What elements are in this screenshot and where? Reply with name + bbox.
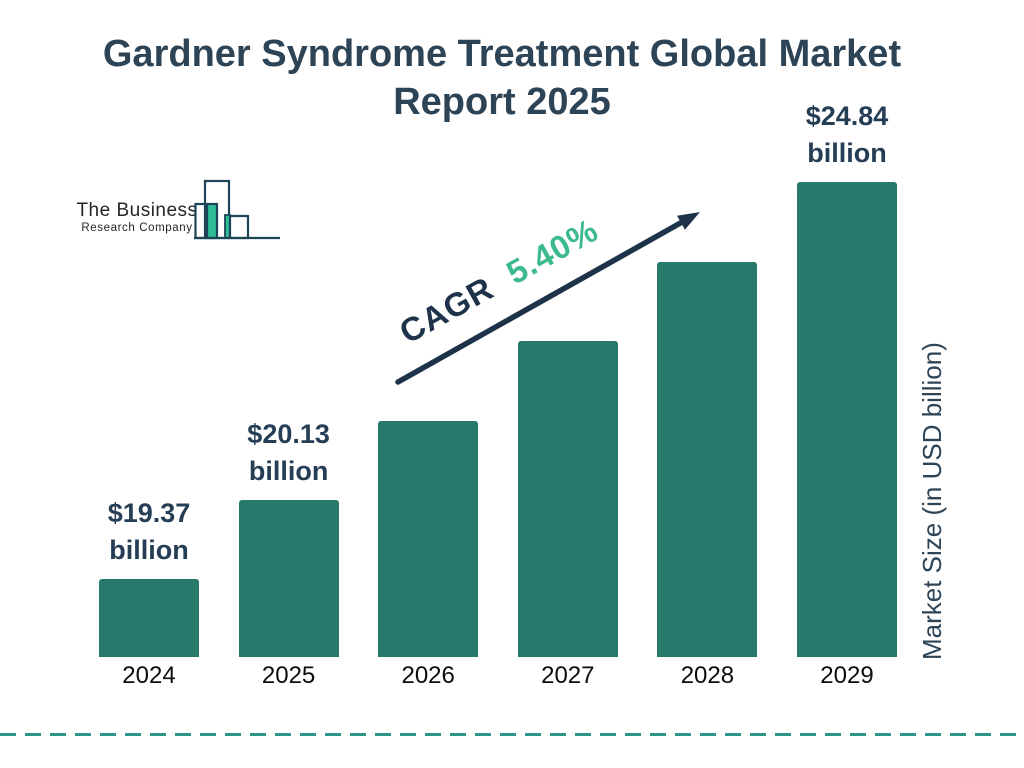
- x-tick-2028: 2028: [680, 662, 735, 689]
- x-tick-2027: 2027: [541, 662, 595, 689]
- x-tick-2025: 2025: [261, 662, 316, 689]
- x-tick-2026: 2026: [401, 662, 455, 689]
- x-tick-2029: 2029: [820, 662, 874, 689]
- page-title-line2: Report 2025: [393, 81, 611, 123]
- cagr-label: CAGR: [393, 269, 500, 351]
- company-logo: The Business Research Company: [76, 179, 286, 240]
- value-label-2024: $19.37 billion: [107, 498, 191, 565]
- logo-text-line2: Research Company: [81, 222, 193, 234]
- bar-2027: [517, 341, 618, 657]
- bar-2024: [99, 579, 199, 657]
- page-title: Gardner Syndrome Treatment Global Market…: [0, 30, 1004, 126]
- value-label-2029: $24.84 billion: [805, 101, 889, 168]
- bar-2028: [657, 262, 758, 657]
- bar-2025: [238, 500, 339, 657]
- value-label-2025: $20.13 billion: [247, 419, 330, 486]
- logo-text-line1: The Business: [76, 200, 198, 221]
- footer-dashed-divider: [0, 733, 1024, 736]
- cagr-value: 5.40%: [500, 211, 605, 292]
- page-title-line1: Gardner Syndrome Treatment Global Market: [102, 33, 902, 75]
- y-axis-label: Market Size (in USD billion): [917, 342, 947, 660]
- x-tick-2024: 2024: [122, 662, 176, 689]
- bar-2029: [797, 182, 897, 657]
- logo-bar-chart-icon: [192, 176, 284, 242]
- bar-2026: [378, 421, 479, 657]
